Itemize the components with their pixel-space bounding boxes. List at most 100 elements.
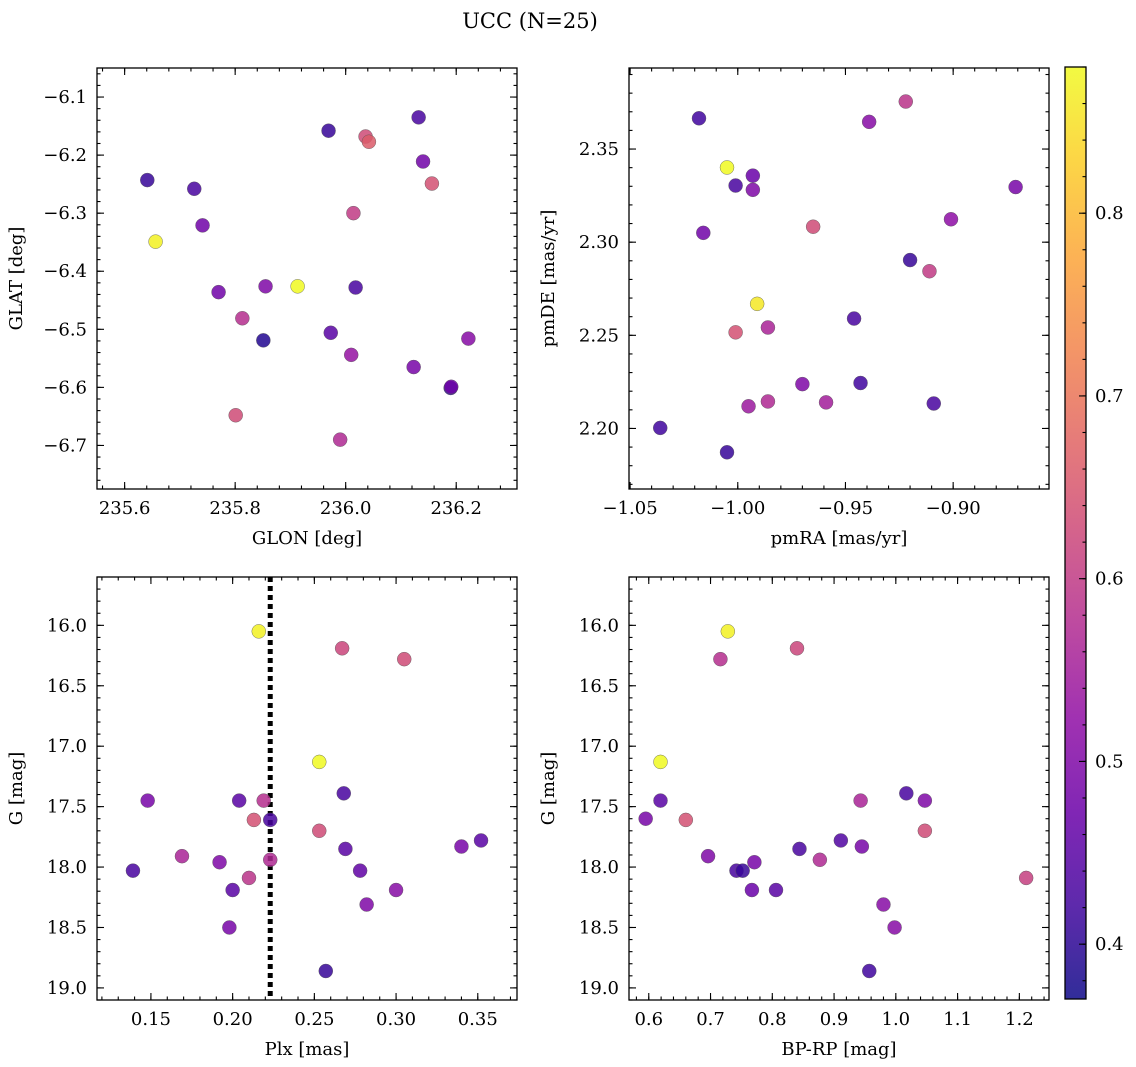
data-point xyxy=(235,311,250,326)
data-point xyxy=(473,833,489,848)
panel-3: 0.15 0.20 0.25 0.30 0.35 16.0 16.5 17.0 17.5 18.0… xyxy=(6,576,518,1060)
x-tick-label: 235.6 xyxy=(99,498,151,519)
y-tick-label: 17.5 xyxy=(47,797,87,818)
x-axis-label: Plx [mas] xyxy=(265,1039,350,1060)
data-point xyxy=(195,218,210,233)
data-point xyxy=(749,296,765,312)
data-point xyxy=(700,848,716,864)
data-point xyxy=(263,852,278,868)
data-point xyxy=(246,812,262,828)
data-point xyxy=(653,420,668,436)
x-axis-label: GLON [deg] xyxy=(252,528,362,549)
data-point xyxy=(899,786,914,801)
data-point xyxy=(336,786,351,801)
data-point xyxy=(862,963,877,979)
y-tick-label: 2.30 xyxy=(579,232,619,253)
colorbar-tick-label: 0.5 xyxy=(1095,751,1124,772)
data-point xyxy=(312,823,327,838)
panel-2: −1.05 −1.00 −0.95 −0.90 2.20 2.25 2.30 2.35 pmRA… xyxy=(538,67,1050,549)
x-tick-label: 235.8 xyxy=(209,498,261,519)
x-tick-label: 1.0 xyxy=(882,1009,911,1030)
y-tick-label: 17.0 xyxy=(47,736,87,757)
colorbar-tick-label: 0.8 xyxy=(1095,203,1124,224)
data-point xyxy=(696,225,711,241)
x-tick-label: 1.2 xyxy=(1005,1009,1034,1030)
data-point xyxy=(397,651,412,667)
x-tick-label: 0.15 xyxy=(131,1009,171,1030)
data-point xyxy=(719,160,735,175)
data-point xyxy=(812,852,828,868)
data-point xyxy=(148,234,163,249)
data-point xyxy=(853,375,868,391)
y-tick-label: −6.1 xyxy=(43,87,87,108)
data-point xyxy=(745,168,761,183)
colorbar-tick-label: 0.4 xyxy=(1095,934,1124,955)
data-point xyxy=(211,284,226,300)
data-point xyxy=(943,212,959,227)
data-point xyxy=(212,855,227,870)
data-point xyxy=(887,920,902,935)
data-point xyxy=(231,793,247,808)
data-point xyxy=(352,863,368,878)
data-point xyxy=(256,793,271,808)
x-tick-label: 1.1 xyxy=(943,1009,972,1030)
y-tick-label: −6.3 xyxy=(43,203,87,224)
data-point xyxy=(424,176,440,191)
x-tick-label: 0.9 xyxy=(820,1009,849,1030)
y-axis-label: G [mag] xyxy=(538,752,559,825)
y-tick-label: −6.6 xyxy=(43,377,87,398)
x-axis-label: pmRA [mas/yr] xyxy=(771,528,908,549)
y-tick-label: 19.0 xyxy=(579,978,619,999)
x-tick-label: 0.20 xyxy=(213,1009,253,1030)
colorbar-frame xyxy=(1064,66,1087,1000)
data-point xyxy=(187,181,202,196)
data-point xyxy=(760,320,776,335)
y-tick-label: −6.4 xyxy=(43,261,87,282)
data-point xyxy=(263,812,278,828)
data-point xyxy=(323,325,338,340)
data-point xyxy=(140,793,155,808)
data-point xyxy=(768,882,784,898)
data-point xyxy=(348,280,363,295)
data-point xyxy=(140,172,155,188)
data-point xyxy=(321,123,336,138)
x-axis-label: BP-RP [mag] xyxy=(781,1039,896,1060)
data-point xyxy=(846,311,862,326)
data-point xyxy=(228,408,243,423)
data-point xyxy=(1008,179,1023,195)
data-point xyxy=(638,811,653,826)
data-point xyxy=(338,841,353,857)
data-point xyxy=(415,154,431,169)
y-tick-label: 16.0 xyxy=(47,615,87,636)
data-point xyxy=(653,793,668,808)
data-point xyxy=(853,793,868,808)
y-tick-label: 2.20 xyxy=(579,418,619,439)
y-tick-label: 18.5 xyxy=(579,917,619,938)
data-point xyxy=(854,839,870,854)
y-tick-label: 16.5 xyxy=(579,676,619,697)
data-point xyxy=(861,114,877,130)
y-tick-label: 16.0 xyxy=(579,615,619,636)
data-point xyxy=(741,399,756,414)
data-point xyxy=(744,882,760,898)
x-tick-label: −1.05 xyxy=(602,498,657,519)
y-tick-label: 16.5 xyxy=(47,676,87,697)
data-point xyxy=(332,432,348,447)
y-axis-label: GLAT [deg] xyxy=(6,227,27,331)
data-point xyxy=(917,823,933,838)
colorbar-tick-label: 0.6 xyxy=(1095,569,1124,590)
data-point xyxy=(926,396,941,411)
data-point xyxy=(344,347,359,363)
data-point xyxy=(720,624,736,639)
data-point xyxy=(833,833,849,848)
data-point xyxy=(334,641,350,656)
data-point xyxy=(222,920,237,935)
data-point xyxy=(241,870,257,886)
data-point xyxy=(359,897,374,912)
y-tick-label: 2.25 xyxy=(579,325,619,346)
data-point xyxy=(876,897,891,912)
axes-frame xyxy=(628,576,1050,1001)
data-point xyxy=(388,882,404,898)
y-tick-label: −6.7 xyxy=(43,435,87,456)
